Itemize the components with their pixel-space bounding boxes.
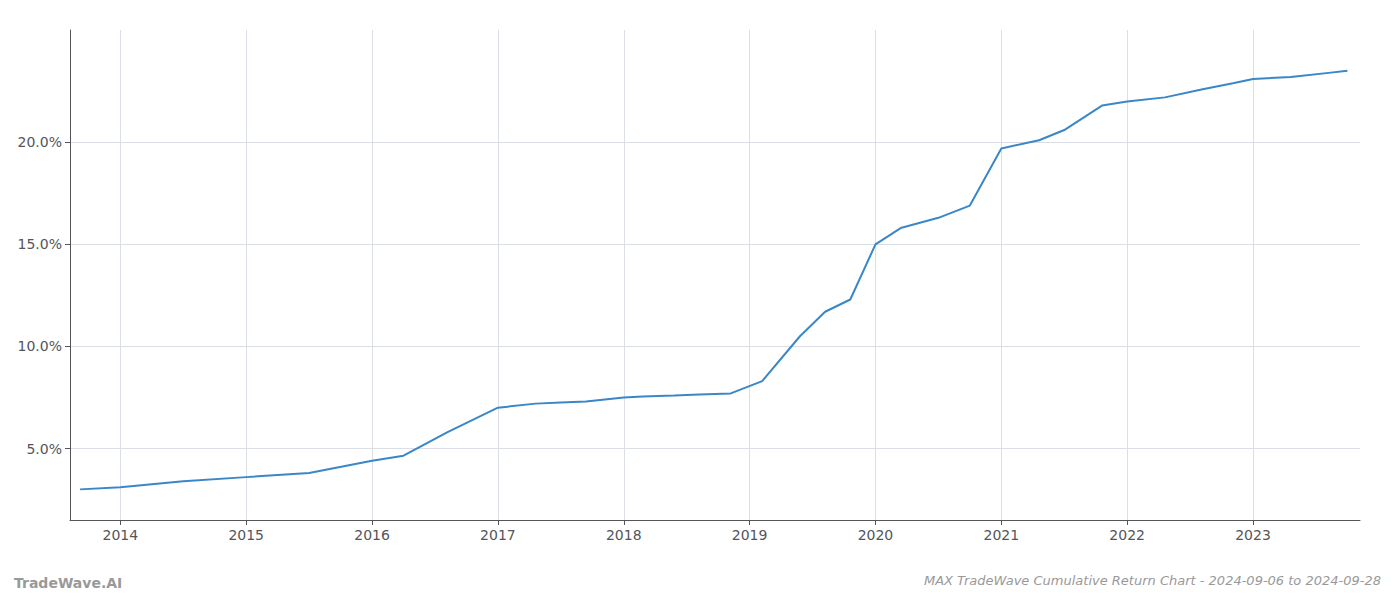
svg-text:10.0%: 10.0% — [18, 338, 62, 354]
svg-text:2023: 2023 — [1235, 527, 1271, 543]
svg-text:MAX TradeWave Cumulative Retur: MAX TradeWave Cumulative Return Chart - … — [924, 573, 1381, 588]
svg-text:2017: 2017 — [480, 527, 516, 543]
svg-text:2020: 2020 — [858, 527, 894, 543]
svg-text:2018: 2018 — [606, 527, 642, 543]
svg-text:2014: 2014 — [103, 527, 139, 543]
svg-text:15.0%: 15.0% — [18, 236, 62, 252]
svg-text:20.0%: 20.0% — [18, 134, 62, 150]
svg-text:2022: 2022 — [1109, 527, 1145, 543]
svg-text:2015: 2015 — [228, 527, 264, 543]
svg-text:TradeWave.AI: TradeWave.AI — [14, 575, 122, 591]
svg-text:2016: 2016 — [354, 527, 390, 543]
svg-text:2019: 2019 — [732, 527, 768, 543]
svg-text:5.0%: 5.0% — [26, 441, 62, 457]
svg-text:2021: 2021 — [983, 527, 1019, 543]
